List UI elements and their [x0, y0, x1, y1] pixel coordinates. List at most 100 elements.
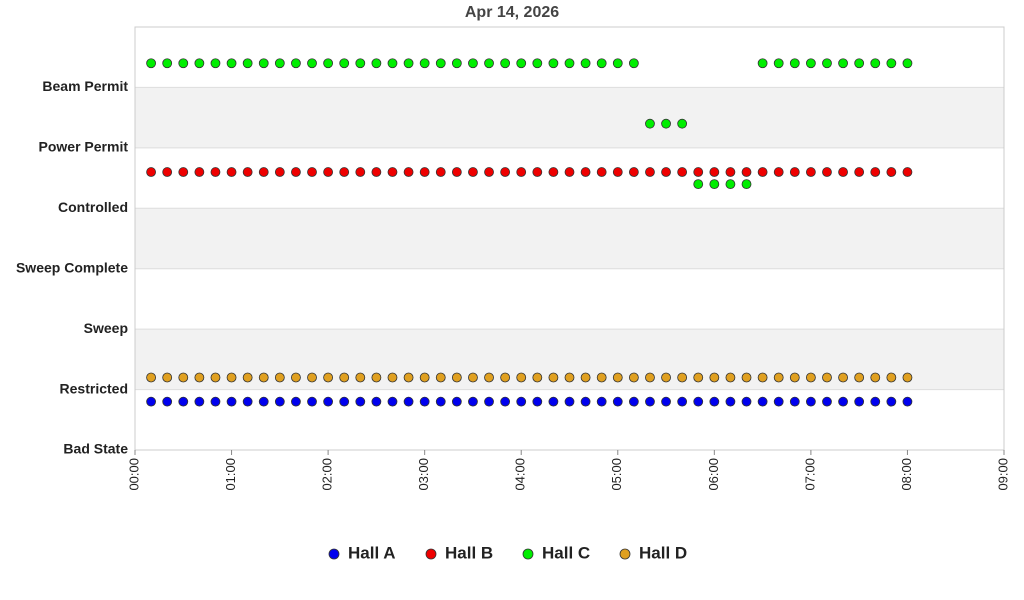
data-point: [789, 167, 800, 177]
data-point: [516, 58, 527, 69]
data-point: [612, 167, 623, 177]
data-point: [870, 167, 881, 177]
data-point: [822, 396, 832, 407]
data-point: [902, 372, 913, 383]
data-point: [435, 167, 446, 177]
data-point: [194, 167, 205, 177]
x-tick-label: 05:00: [609, 458, 624, 491]
data-point: [258, 372, 269, 383]
data-point: [693, 179, 704, 190]
data-point: [435, 372, 446, 383]
data-point: [258, 396, 269, 407]
data-point: [532, 167, 543, 177]
data-point: [468, 167, 478, 177]
data-point: [870, 372, 881, 383]
data-point: [484, 58, 494, 69]
data-point: [258, 167, 269, 177]
data-point: [339, 58, 350, 69]
data-point: [419, 396, 430, 407]
data-point: [886, 58, 897, 69]
data-point: [291, 396, 301, 407]
data-point: [805, 372, 816, 383]
data-point: [564, 372, 575, 383]
data-point: [194, 372, 205, 383]
y-tick-label: Sweep: [84, 320, 128, 336]
data-point: [146, 58, 156, 69]
data-point: [355, 396, 366, 407]
grid-band: [135, 87, 1004, 148]
data-point: [757, 58, 768, 69]
data-point: [822, 372, 832, 383]
legend-marker: [425, 548, 437, 560]
data-point: [580, 167, 591, 177]
data-point: [805, 396, 816, 407]
data-point: [564, 58, 575, 69]
legend-label: Hall B: [445, 543, 493, 562]
data-point: [355, 167, 366, 177]
data-point: [226, 372, 237, 383]
data-point: [677, 118, 688, 129]
x-tick-label: 09:00: [995, 458, 1010, 491]
data-point: [596, 396, 607, 407]
data-point: [580, 396, 591, 407]
legend-marker: [619, 548, 631, 560]
data-point: [387, 396, 398, 407]
data-point: [805, 167, 816, 177]
data-point: [741, 179, 752, 190]
data-point: [516, 167, 527, 177]
data-point: [612, 58, 623, 69]
x-tick-label: 04:00: [513, 458, 528, 491]
data-point: [854, 167, 865, 177]
data-point: [677, 372, 688, 383]
data-point: [387, 58, 398, 69]
data-point: [661, 167, 671, 177]
x-tick-label: 02:00: [320, 458, 335, 491]
data-point: [596, 58, 607, 69]
data-point: [178, 372, 189, 383]
data-point: [902, 396, 913, 407]
data-point: [226, 396, 237, 407]
data-point: [339, 167, 350, 177]
x-tick-label: 06:00: [706, 458, 721, 491]
plot-frame: [134, 26, 1005, 451]
data-point: [451, 58, 462, 69]
x-tick-label: 08:00: [899, 458, 914, 491]
data-point: [902, 167, 913, 177]
data-point: [419, 167, 430, 177]
data-point: [339, 372, 350, 383]
data-point: [677, 396, 688, 407]
data-point: [548, 396, 559, 407]
y-tick-label: Sweep Complete: [16, 259, 128, 275]
data-point: [661, 118, 671, 129]
data-point: [628, 58, 639, 69]
data-point: [500, 167, 511, 177]
data-point: [258, 58, 269, 69]
data-point: [886, 167, 897, 177]
x-tick-label: 00:00: [126, 458, 141, 491]
data-point: [484, 167, 494, 177]
data-point: [403, 372, 414, 383]
data-point: [468, 396, 478, 407]
data-point: [628, 167, 639, 177]
data-point: [596, 372, 607, 383]
data-point: [194, 58, 205, 69]
data-point: [307, 396, 317, 407]
data-point: [854, 372, 865, 383]
data-point: [564, 396, 575, 407]
data-point: [725, 372, 736, 383]
data-point: [854, 396, 865, 407]
data-point: [709, 167, 720, 177]
data-point: [773, 396, 784, 407]
data-point: [484, 396, 494, 407]
data-point: [709, 179, 720, 190]
data-point: [870, 58, 881, 69]
data-point: [371, 396, 382, 407]
data-point: [355, 58, 366, 69]
data-point: [645, 118, 655, 129]
data-point: [677, 167, 688, 177]
data-point: [291, 167, 301, 177]
data-point: [854, 58, 865, 69]
data-point: [741, 396, 752, 407]
data-point: [307, 58, 317, 69]
data-point: [451, 167, 462, 177]
